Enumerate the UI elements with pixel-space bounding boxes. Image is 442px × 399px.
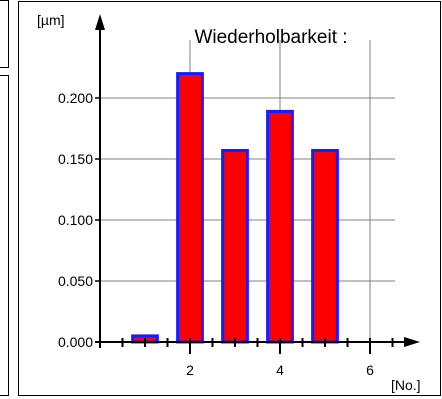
y-axis-arrow (95, 14, 105, 30)
bar (176, 72, 204, 344)
x-tick-label: 2 (186, 362, 194, 378)
axis-layer: 0.000 0.050 0.100 0.150 0.200 2 4 6 (58, 14, 420, 378)
y-tick-label: 0.100 (58, 212, 93, 228)
side-panel-bottom (0, 75, 9, 396)
y-tick-label: 0.150 (58, 151, 93, 167)
y-axis-label: [µm] (37, 12, 65, 28)
chart-title: Wiederholbarkeit : (194, 27, 347, 48)
bar-layer (131, 72, 339, 344)
x-tick-label: 4 (276, 362, 284, 378)
x-tick-label: 6 (366, 362, 374, 378)
x-axis-label: [No.] (391, 377, 421, 393)
x-axis-arrow (404, 337, 420, 347)
side-panel-top (0, 0, 9, 68)
bar (266, 109, 294, 344)
bar (311, 148, 339, 344)
y-tick-label: 0.000 (58, 334, 93, 350)
bar (221, 148, 249, 344)
y-tick-label: 0.200 (58, 90, 93, 106)
y-tick-label: 0.050 (58, 273, 93, 289)
